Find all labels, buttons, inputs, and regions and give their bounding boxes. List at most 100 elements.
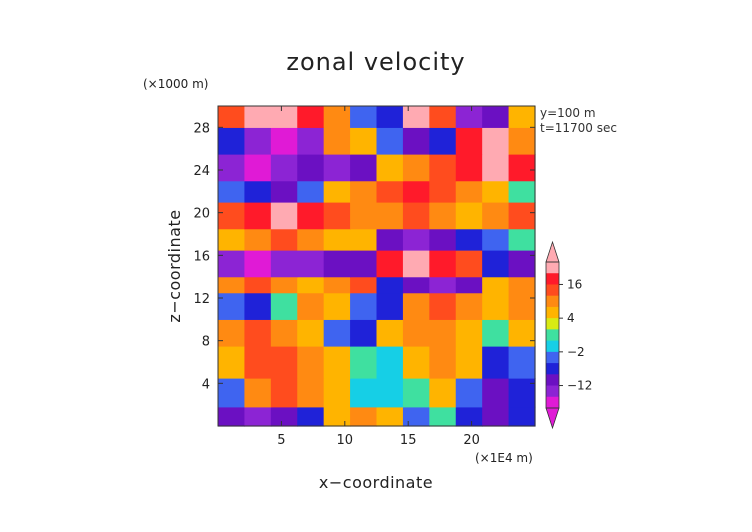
colorbar-swatch-8	[546, 351, 559, 364]
heatmap-cell-10-10	[482, 154, 510, 182]
heatmap-cell-0-9	[455, 406, 483, 427]
heatmap-cell-2-7	[402, 346, 430, 379]
heatmap-cell-0-10	[482, 406, 510, 427]
heatmap-cell-11-7	[402, 127, 430, 155]
heatmap-cell-11-2	[270, 127, 298, 155]
heatmap-cell-9-6	[376, 180, 404, 203]
heatmap-cell-2-11	[508, 346, 536, 379]
heatmap-cell-8-5	[350, 202, 378, 230]
heatmap-cell-2-8	[429, 346, 457, 379]
x-tick-label: 20	[463, 433, 480, 448]
colorbar-max-arrow	[545, 240, 560, 263]
y-tick-label: 16	[193, 249, 210, 264]
heatmap-cell-9-10	[482, 180, 510, 203]
heatmap-cell-2-5	[350, 346, 378, 379]
heatmap-cell-3-10	[482, 319, 510, 347]
heatmap-cell-9-9	[455, 180, 483, 203]
y-axis: 4 8 12 16 20 24 28	[193, 121, 535, 392]
heatmap-cell-5-10	[482, 276, 510, 294]
heatmap-cell-12-6	[376, 106, 404, 128]
x-tick-label: 5	[277, 433, 285, 448]
heatmap-cell-6-6	[376, 250, 404, 278]
heatmap-cell-12-9	[455, 106, 483, 128]
heatmap-cell-3-4	[323, 319, 351, 347]
heatmap-cell-5-9	[455, 276, 483, 294]
heatmap-cell-1-1	[244, 378, 272, 408]
colorbar: 16 4 −2 −12	[545, 240, 592, 430]
heatmap-cell-7-0	[218, 228, 246, 251]
heatmap-cell-9-4	[323, 180, 351, 203]
heatmap-cell-3-11	[508, 319, 536, 347]
heatmap-cell-2-2	[270, 346, 298, 379]
y-tick-label: 4	[202, 377, 210, 392]
heatmap-cell-4-3	[297, 292, 325, 320]
heatmap-cell-6-5	[350, 250, 378, 278]
heatmap-cell-6-9	[455, 250, 483, 278]
heatmap-cell-4-7	[402, 292, 430, 320]
heatmap-cell-7-9	[455, 228, 483, 251]
heatmap-cell-12-11	[508, 106, 536, 128]
colorbar-swatch-5	[546, 318, 559, 330]
heatmap-cell-7-3	[297, 228, 325, 251]
heatmap-cell-7-4	[323, 228, 351, 251]
colorbar-swatch-11	[546, 385, 559, 398]
heatmap-cell-12-10	[482, 106, 510, 128]
heatmap-cell-11-9	[455, 127, 483, 155]
heatmap-cell-7-2	[270, 228, 298, 251]
heatmap-cell-1-3	[297, 378, 325, 408]
heatmap-cell-1-7	[402, 378, 430, 408]
heatmap-cell-5-4	[323, 276, 351, 294]
heatmap-cell-4-10	[482, 292, 510, 320]
heatmap-cell-3-2	[270, 319, 298, 347]
heatmap-cell-3-0	[218, 319, 246, 347]
colorbar-swatch-6	[546, 329, 559, 342]
y-tick-label: 24	[193, 164, 210, 179]
colorbar-swatch-12	[546, 396, 559, 409]
x-tick-label: 15	[400, 433, 417, 448]
heatmap-cell-0-4	[323, 406, 351, 427]
heatmap-cell-4-1	[244, 292, 272, 320]
heatmap-cell-5-1	[244, 276, 272, 294]
heatmap-cell-4-5	[350, 292, 378, 320]
colorbar-swatch-4	[546, 306, 559, 319]
heatmap-cell-0-5	[350, 406, 378, 427]
heatmap-cell-10-6	[376, 154, 404, 182]
heatmap-cell-10-0	[218, 154, 246, 182]
heatmap-cell-8-7	[402, 202, 430, 230]
heatmap-cell-4-8	[429, 292, 457, 320]
heatmap-cell-5-6	[376, 276, 404, 294]
heatmap-cell-3-5	[350, 319, 378, 347]
heatmap-cell-6-11	[508, 250, 536, 278]
heatmap-cell-0-1	[244, 406, 272, 427]
colorbar-label: −12	[567, 379, 592, 393]
colorbar-label: −2	[567, 345, 585, 359]
heatmap-cell-0-0	[218, 406, 246, 427]
heatmap-cell-9-7	[402, 180, 430, 203]
heatmap-cell-9-8	[429, 180, 457, 203]
heatmap-cell-11-6	[376, 127, 404, 155]
heatmap-cell-9-3	[297, 180, 325, 203]
heatmap-cell-3-7	[402, 319, 430, 347]
annotation-t: t=11700 sec	[540, 121, 617, 135]
heatmap-cell-10-1	[244, 154, 272, 182]
heatmap-cell-10-3	[297, 154, 325, 182]
heatmap-cell-1-10	[482, 378, 510, 408]
heatmap-cell-1-2	[270, 378, 298, 408]
heatmap-cell-8-9	[455, 202, 483, 230]
heatmap-cell-6-7	[402, 250, 430, 278]
heatmap-cell-2-3	[297, 346, 325, 379]
heatmap-cell-10-2	[270, 154, 298, 182]
heatmap-cell-12-3	[297, 106, 325, 128]
heatmap-cell-5-2	[270, 276, 298, 294]
heatmap-cell-1-4	[323, 378, 351, 408]
heatmap-cell-4-0	[218, 292, 246, 320]
heatmap-cell-0-3	[297, 406, 325, 427]
heatmap-cell-4-11	[508, 292, 536, 320]
heatmap-cell-0-2	[270, 406, 298, 427]
heatmap-cell-8-3	[297, 202, 325, 230]
heatmap-cell-5-3	[297, 276, 325, 294]
heatmap-cell-11-1	[244, 127, 272, 155]
x-tick-label: 10	[337, 433, 354, 448]
colorbar-label: 4	[567, 311, 575, 325]
